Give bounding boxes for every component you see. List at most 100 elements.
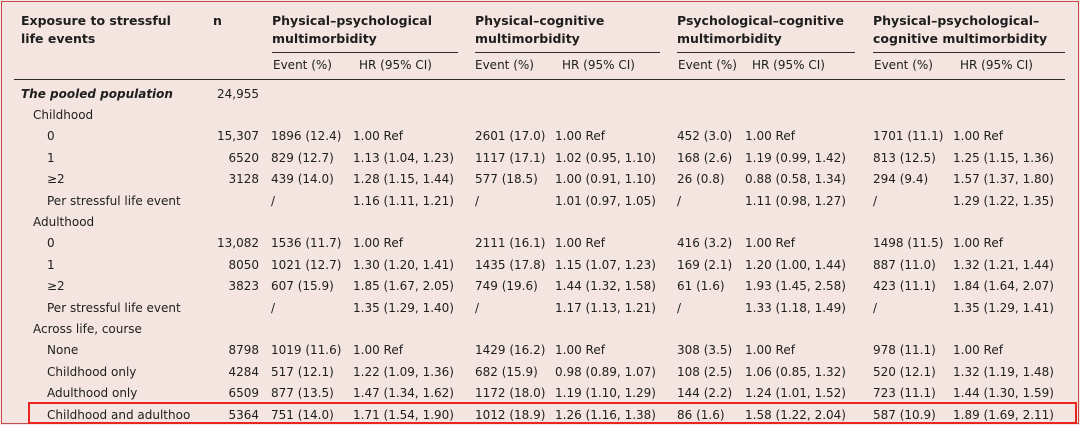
hr-cell: 1.71 (1.54, 1.90): [353, 407, 454, 422]
row-label: Per stressful life event: [47, 300, 181, 315]
event-cell: [671, 83, 745, 104]
event-cell: 108 (2.5): [677, 364, 733, 379]
event-cell: 520 (12.1): [873, 364, 936, 379]
row-n: [190, 211, 265, 232]
group-header-1-line1: Physical–psychological: [272, 13, 432, 28]
event-cell: [265, 318, 353, 339]
row-n: 24,955: [217, 86, 259, 101]
hr-cell: 1.57 (1.37, 1.80): [953, 172, 1054, 187]
hr-cell: 1.32 (1.19, 1.48): [953, 364, 1054, 379]
event-cell: [867, 318, 953, 339]
row-n: [190, 318, 265, 339]
hr-cell: 1.19 (1.10, 1.29): [555, 386, 656, 401]
hr-cell: 1.06 (0.85, 1.32): [745, 364, 846, 379]
group-header-3-line2: multimorbidity: [677, 31, 782, 46]
row-label: ≥2: [47, 172, 65, 187]
hr-cell: [953, 318, 1075, 339]
group-header-3-line1: Psychological–cognitive: [677, 13, 844, 28]
table-row: 1 8050 1021 (12.7) 1.30 (1.20, 1.41) 1435 (1…: [0, 254, 1075, 275]
event-cell: /: [475, 300, 480, 315]
header-bottom-rule: [14, 79, 1065, 80]
event-cell: /: [271, 300, 276, 315]
hr-cell: 1.30 (1.20, 1.41): [353, 257, 454, 272]
row-n: 6520: [228, 150, 259, 165]
hr-cell: [953, 83, 1075, 104]
table-row: Per stressful life event / 1.35 (1.29, 1.4…: [0, 297, 1075, 318]
event-cell: 86 (1.6): [677, 407, 725, 422]
event-cell: 144 (2.2): [677, 386, 733, 401]
event-cell: 1498 (11.5): [873, 236, 944, 251]
highlight-box: [28, 402, 1077, 424]
event-cell: 1012 (18.9): [475, 407, 546, 422]
hr-cell: [555, 83, 671, 104]
table-row: 1 6520 829 (12.7) 1.13 (1.04, 1.23) 1117 (17…: [0, 147, 1075, 168]
hr-cell: 1.02 (0.95, 1.10): [555, 150, 656, 165]
table-row: Adulthood only 6509 877 (13.5) 1.47 (1.34, …: [0, 382, 1075, 403]
hr-cell: 1.47 (1.34, 1.62): [353, 386, 454, 401]
event-cell: 607 (15.9): [271, 279, 334, 294]
event-cell: 169 (2.1): [677, 257, 733, 272]
hr-cell: 1.85 (1.67, 2.05): [353, 279, 454, 294]
row-n: 5364: [228, 407, 259, 422]
group-header-4-line1: Physical–psychological–: [873, 13, 1040, 28]
event-cell: [671, 211, 745, 232]
hr-cell: 1.00 Ref: [745, 236, 795, 251]
table-row: ≥2 3128 439 (14.0) 1.28 (1.15, 1.44) 577 (18…: [0, 169, 1075, 190]
hr-cell: [953, 104, 1075, 125]
group-rule-1: [272, 52, 458, 53]
hr-cell: [353, 318, 469, 339]
hr-cell: 1.00 Ref: [745, 343, 795, 358]
hr-cell: 1.58 (1.22, 2.04): [745, 407, 846, 422]
hr-cell: 1.35 (1.29, 1.41): [953, 300, 1054, 315]
hr-cell: 1.01 (0.97, 1.05): [555, 193, 656, 208]
event-cell: 308 (3.5): [677, 343, 733, 358]
group-header-1-line2: multimorbidity: [272, 31, 377, 46]
hr-cell: 1.00 Ref: [353, 236, 403, 251]
event-cell: 1429 (16.2): [475, 343, 546, 358]
row-label: Adulthood: [33, 215, 95, 230]
table-row: 0 15,307 1896 (12.4) 1.00 Ref 2601 (17.0) 1.0…: [0, 126, 1075, 147]
event-cell: /: [677, 193, 682, 208]
subheader-hr-2: HR (95% CI): [562, 58, 635, 72]
hr-cell: 1.00 Ref: [555, 343, 605, 358]
hr-cell: 1.22 (1.09, 1.36): [353, 364, 454, 379]
hr-cell: [745, 211, 867, 232]
hr-cell: 1.17 (1.13, 1.21): [555, 300, 656, 315]
event-cell: [469, 104, 555, 125]
table-row: Across life, course: [0, 318, 1075, 339]
event-cell: 61 (1.6): [677, 279, 725, 294]
table-row: Per stressful life event / 1.16 (1.11, 1.2…: [0, 190, 1075, 211]
hr-cell: 1.00 Ref: [353, 343, 403, 358]
event-cell: 813 (12.5): [873, 150, 936, 165]
event-cell: 1896 (12.4): [271, 129, 342, 144]
row-label: 0: [47, 236, 55, 251]
event-cell: 887 (11.0): [873, 257, 936, 272]
table-row: Childhood: [0, 104, 1075, 125]
subheader-event-4: Event (%): [874, 58, 933, 72]
event-cell: 1117 (17.1): [475, 150, 546, 165]
row-label: Childhood and adulthood: [47, 407, 190, 422]
table-row: None 8798 1019 (11.6) 1.00 Ref 1429 (16.2) 1.…: [0, 340, 1075, 361]
event-cell: [265, 83, 353, 104]
row-label: Childhood: [33, 108, 94, 123]
event-cell: /: [475, 193, 480, 208]
event-cell: [867, 211, 953, 232]
hr-cell: 1.28 (1.15, 1.44): [353, 172, 454, 187]
event-cell: 423 (11.1): [873, 279, 936, 294]
hr-cell: [555, 318, 671, 339]
event-cell: [671, 318, 745, 339]
row-n: [190, 104, 265, 125]
row-n: [190, 190, 265, 211]
hr-cell: [353, 211, 469, 232]
hr-cell: 1.35 (1.29, 1.40): [353, 300, 454, 315]
event-cell: /: [271, 193, 276, 208]
event-cell: [265, 104, 353, 125]
event-cell: 1019 (11.6): [271, 343, 342, 358]
subheader-event-2: Event (%): [475, 58, 534, 72]
event-cell: /: [677, 300, 682, 315]
hr-cell: 1.89 (1.69, 2.11): [953, 407, 1054, 422]
hr-cell: 1.44 (1.32, 1.58): [555, 279, 656, 294]
event-cell: 1536 (11.7): [271, 236, 342, 251]
header-n: n: [213, 13, 222, 28]
subheader-hr-3: HR (95% CI): [752, 58, 825, 72]
